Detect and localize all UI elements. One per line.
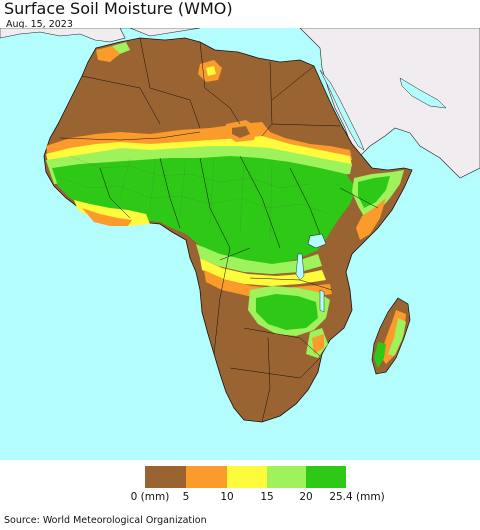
europe-landmass [0,28,201,37]
legend-label-5: 5 [182,491,190,503]
zone-libya-mid [206,66,216,76]
legend-swatch-moist [267,466,306,488]
legend-swatch-low [186,466,227,488]
legend: 0 (mm) 5 10 15 20 25.4 (mm) [0,460,480,512]
middle-east-landmass [299,28,480,179]
zone-coast-west-low [82,208,132,226]
legend-swatch-dry [145,466,186,488]
country-borders [59,37,379,423]
legend-label-25-4: 25.4 (mm) [329,491,385,503]
lake-malawi [319,289,325,313]
lake-tanganyika [295,253,305,281]
legend-swatch-mid [227,466,267,488]
zone-mozambique-low [312,334,324,354]
map-area [0,28,480,460]
admin-borders [59,155,331,243]
legend-label-15: 15 [260,491,274,503]
red-sea [319,69,365,151]
source-credit: Source: World Meteorological Organizatio… [4,515,207,526]
legend-label-20: 20 [299,491,313,503]
legend-swatch-wet [306,466,346,488]
zone-madagascar-wet [374,342,386,368]
zone-madagascar-moist [388,318,406,356]
zone-wet-central [52,156,356,264]
zone-horn-low [356,198,386,240]
zone-coast-west [74,200,150,226]
zone-zambia-wet [256,294,318,330]
zone-horn-wet [358,176,390,208]
zone-atlas-low [96,46,120,62]
lake-victoria [307,233,327,249]
map-date: Aug. 15, 2023 [6,19,73,30]
zone-south-congo-mid [200,258,326,286]
zone-chad-dry [232,126,250,138]
zone-atlas-moist [112,42,130,54]
persian-gulf [399,77,447,109]
iberia-landmass [0,28,126,43]
legend-label-0: 0 (mm) [130,491,170,503]
legend-label-10: 10 [220,491,234,503]
map-title: Surface Soil Moisture (WMO) [4,0,233,18]
zone-south-congo-moist [196,244,322,274]
